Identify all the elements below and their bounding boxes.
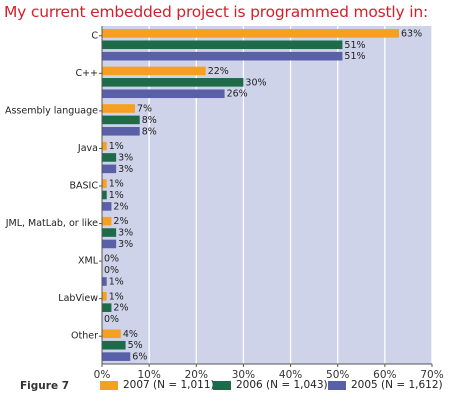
bar: [102, 329, 121, 339]
legend-swatch-2006: [213, 380, 231, 390]
data-label: 7%: [137, 103, 152, 114]
bar: [102, 179, 107, 188]
legend-swatch-2005: [328, 380, 346, 390]
bar: [102, 104, 135, 113]
bar: [102, 141, 107, 151]
data-label: 1%: [109, 141, 124, 152]
category-label: C++: [75, 68, 98, 79]
data-label: 3%: [118, 152, 133, 163]
x-tick-label: 60%: [373, 369, 396, 381]
legend-label-2006: 2006 (N = 1,043): [236, 379, 328, 391]
category-label: LabView: [58, 293, 98, 304]
data-label: 3%: [118, 239, 133, 250]
data-label: 0%: [104, 265, 119, 276]
plot-area: [102, 26, 432, 364]
data-label: 63%: [401, 28, 422, 39]
figure-label: Figure 7: [20, 380, 70, 392]
bar: [102, 291, 107, 301]
category-label: BASIC: [70, 181, 99, 192]
x-tick-label: 30%: [232, 369, 255, 381]
data-label: 5%: [128, 340, 143, 351]
category-label: Assembly language: [5, 105, 98, 116]
bar: [102, 78, 244, 87]
x-tick-label: 20%: [185, 369, 208, 381]
data-label: 51%: [344, 40, 365, 51]
data-label: 1%: [109, 179, 124, 190]
bar: [102, 340, 126, 350]
x-tick-label: 40%: [279, 369, 302, 381]
bar: [102, 216, 112, 226]
bar: [102, 29, 399, 38]
chart-title: My current embedded project is programme…: [4, 3, 428, 21]
bar: [102, 277, 107, 286]
data-label: 2%: [113, 201, 128, 212]
bar: [102, 303, 112, 312]
category-label: Java: [77, 143, 98, 154]
category-label: JML, MatLab, or like: [5, 218, 98, 229]
data-label: 0%: [104, 254, 119, 265]
bar: [102, 352, 131, 361]
x-tick-label: 10%: [137, 369, 160, 381]
data-label: 26%: [227, 89, 248, 100]
x-tick-label: 70%: [420, 369, 443, 381]
data-label: 3%: [118, 228, 133, 239]
legend-item-2007: 2007 (N = 1,011): [100, 379, 215, 391]
data-label: 8%: [142, 126, 157, 137]
bar: [102, 40, 343, 50]
category-label: Other: [71, 331, 98, 342]
bar: [102, 51, 343, 61]
legend-item-2005: 2005 (N = 1,612): [328, 379, 443, 391]
bar: [102, 153, 117, 162]
category-label: C: [91, 30, 98, 41]
bar: [102, 115, 140, 125]
data-label: 1%: [109, 291, 124, 302]
bar: [102, 228, 117, 237]
bar: [102, 190, 107, 200]
data-label: 2%: [113, 216, 128, 227]
data-label: 0%: [104, 314, 119, 325]
bar: [102, 126, 140, 136]
bar: [102, 66, 206, 76]
bar: [102, 239, 117, 249]
legend-item-2006: 2006 (N = 1,043): [213, 379, 328, 391]
data-label: 22%: [208, 66, 229, 77]
data-label: 3%: [118, 164, 133, 175]
data-label: 4%: [123, 329, 138, 340]
legend-label-2005: 2005 (N = 1,612): [351, 379, 443, 391]
data-label: 30%: [245, 77, 266, 88]
legend-label-2007: 2007 (N = 1,011): [123, 379, 215, 391]
data-label: 1%: [109, 190, 124, 201]
x-tick-label: 50%: [326, 369, 349, 381]
bar: [102, 89, 225, 99]
data-label: 51%: [344, 51, 365, 62]
x-tick-label: 0%: [94, 369, 111, 381]
legend-swatch-2007: [100, 380, 118, 390]
category-label: XML: [78, 256, 99, 267]
bar: [102, 202, 112, 211]
data-label: 2%: [113, 303, 128, 314]
bar: [102, 164, 117, 174]
data-label: 8%: [142, 115, 157, 126]
data-label: 6%: [132, 352, 147, 363]
data-label: 1%: [109, 277, 124, 288]
